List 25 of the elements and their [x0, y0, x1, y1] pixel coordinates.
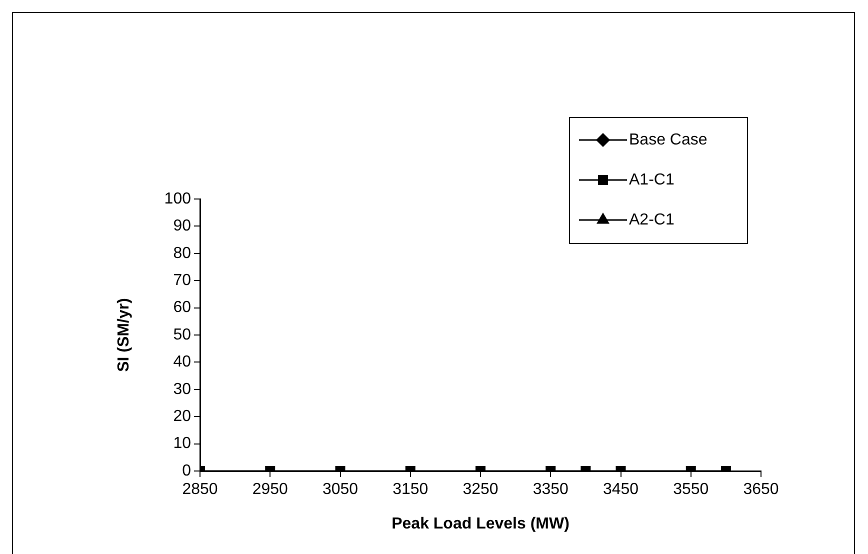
y-tick-label: 70: [173, 272, 192, 290]
x-tick-label: 3550: [673, 481, 709, 498]
y-tick-label: 80: [173, 244, 192, 262]
x-tick-label: 3650: [743, 481, 779, 498]
x-tick-label: 2850: [182, 481, 218, 498]
y-tick-label: 10: [173, 435, 192, 452]
y-tick-label: 20: [173, 408, 192, 426]
y-tick-label: 50: [173, 326, 192, 344]
legend-label: A1-C1: [629, 171, 674, 188]
x-tick-label: 3450: [602, 481, 639, 498]
y-tick-label: 90: [173, 218, 192, 235]
x-tick-label: 2950: [252, 481, 288, 498]
y-tick-label: 0: [182, 462, 192, 480]
legend-label: Base Case: [629, 131, 708, 148]
y-tick-label: 40: [173, 354, 192, 371]
y-tick-label: 30: [173, 380, 192, 398]
x-tick-label: 3350: [532, 481, 569, 498]
legend-label: A2-C1: [629, 211, 674, 228]
y-tick-label: 100: [164, 190, 192, 208]
y-tick-label: 60: [173, 299, 192, 316]
x-tick-label: 3150: [392, 481, 428, 498]
x-tick-label: 3050: [322, 481, 358, 498]
x-tick-label: 3250: [462, 481, 498, 498]
x-axis-title: Peak Load Levels (MW): [392, 515, 570, 532]
y-axis-title: SI (SM/yr): [115, 298, 132, 372]
